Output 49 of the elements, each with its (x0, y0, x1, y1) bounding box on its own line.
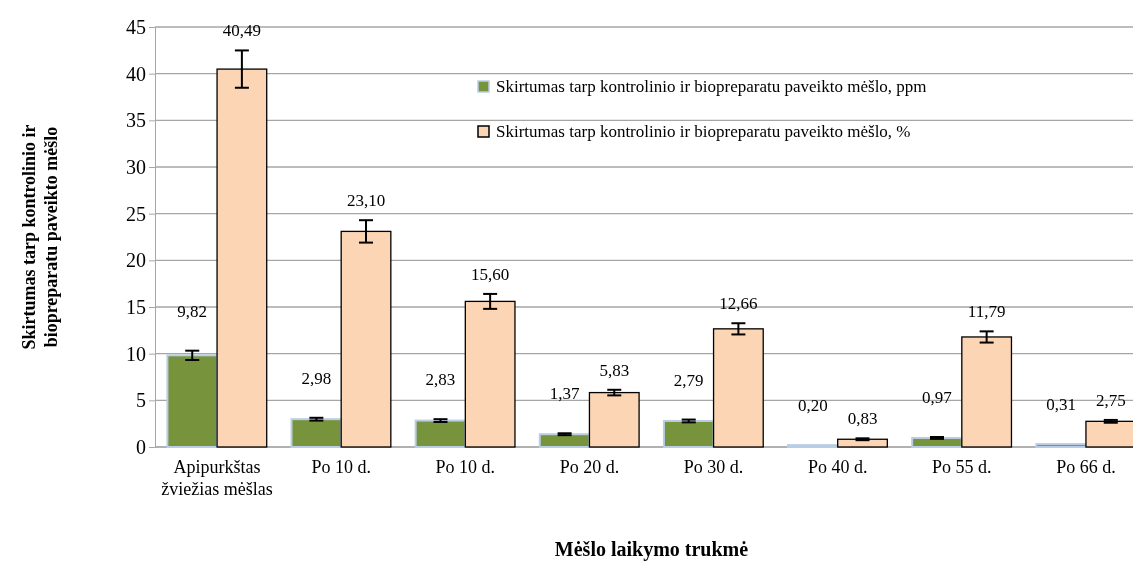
y-tick-label: 30 (126, 155, 146, 178)
y-tick-label: 35 (126, 109, 146, 132)
x-tick-label: Po 10 d. (435, 457, 496, 477)
data-label: 23,10 (346, 191, 386, 211)
bar (662, 419, 715, 448)
legend-label: Skirtumas tarp kontrolinio ir biopreparatu paveikto mėšlo, % (496, 122, 911, 141)
bar (588, 391, 640, 448)
data-label: 2,98 (301, 368, 332, 388)
data-label: 0,20 (797, 396, 828, 416)
x-tick-label: Po 20 d. (559, 457, 620, 477)
bar (712, 328, 764, 448)
x-tick-label: Po 40 d. (807, 457, 868, 477)
y-tick-label: 40 (126, 62, 146, 85)
y-tick-label: 5 (136, 389, 146, 412)
legend-label: Skirtumas tarp kontrolinio ir biopreparatu paveikto mėšlo, ppm (496, 77, 927, 96)
y-tick-label: 25 (126, 202, 146, 225)
data-label: 2,75 (1095, 390, 1126, 410)
y-tick-label: 10 (126, 342, 146, 365)
x-axis-title: Mėšlo laikymo trukmė (554, 538, 749, 561)
data-label: 0,83 (847, 409, 878, 429)
y-tick-label: 45 (126, 15, 146, 38)
data-label: 11,79 (967, 302, 1006, 322)
x-tick-label: Po 10 d. (311, 457, 371, 477)
bar (166, 354, 219, 448)
x-tick-label: Po 30 d. (683, 457, 744, 477)
data-label: 15,60 (471, 264, 510, 284)
y-tick-label: 15 (126, 295, 146, 318)
data-label: 40,49 (222, 21, 262, 41)
y-tick-label: 0 (136, 435, 146, 458)
bar (961, 336, 1013, 448)
data-label: 0,31 (1046, 395, 1076, 415)
y-axis-title: Skirtumas tarp kontrolinio ir biopreparatu paveikto mėšlo (19, 124, 61, 350)
bar (1035, 443, 1087, 448)
bar (414, 419, 467, 448)
x-tick-label: Po 66 d. (1056, 457, 1116, 477)
data-label: 0,97 (922, 388, 953, 408)
data-label: 2,79 (673, 370, 704, 390)
x-tick-label: Apipurkštas žviežias mėšlas (161, 457, 273, 499)
x-tick-label: Po 55 d. (932, 457, 992, 477)
data-label: 1,37 (549, 384, 580, 404)
bar (290, 418, 343, 448)
data-label: 2,83 (425, 370, 456, 390)
bar (911, 436, 963, 448)
data-label: 9,82 (177, 301, 208, 321)
data-label: 5,83 (599, 360, 630, 380)
bar (538, 433, 591, 448)
y-tick-label: 20 (126, 249, 146, 272)
bar (837, 438, 888, 448)
data-label: 12,66 (719, 294, 758, 314)
